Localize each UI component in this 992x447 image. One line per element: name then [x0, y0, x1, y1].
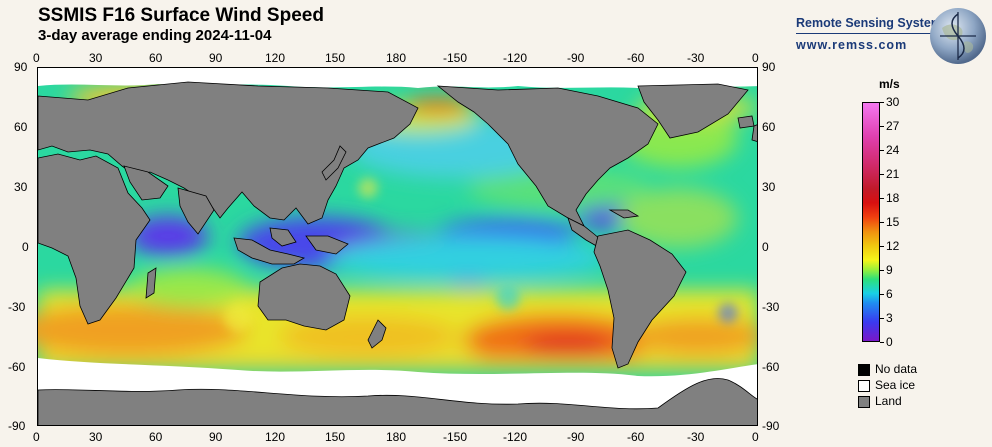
brand-name: Remote Sensing Systems: [796, 16, 949, 30]
right-lat-label: 90: [762, 60, 776, 74]
top-lon-label: -30: [687, 51, 705, 65]
top-lon-label: 30: [89, 51, 103, 65]
colorbar-tick-label: 12: [886, 239, 900, 253]
legend-no-data-label: No data: [875, 362, 918, 376]
globe-logo-icon: [930, 8, 986, 64]
colorbar-tick-mark: [880, 318, 884, 319]
colorbar-tick-label: 15: [886, 215, 900, 229]
colorbar-tick-mark: [880, 102, 884, 103]
right-lat-label: -60: [762, 360, 780, 374]
bottom-lon-label: -150: [443, 430, 468, 444]
bottom-lon-label: -120: [503, 430, 528, 444]
bottom-lon-label: 0: [33, 430, 40, 444]
colorbar-tick-label: 30: [886, 95, 900, 109]
colorbar-tick-label: 21: [886, 167, 900, 181]
left-lat-label: -90: [8, 419, 26, 433]
top-lon-label: -90: [567, 51, 585, 65]
bottom-lon-label: 30: [89, 430, 103, 444]
top-lon-label: 0: [752, 51, 759, 65]
colorbar-tick-mark: [880, 126, 884, 127]
colorbar-tick-label: 6: [886, 287, 893, 301]
colorbar-tick-mark: [880, 222, 884, 223]
colorbar-tick-mark: [880, 270, 884, 271]
wind-speed-map-canvas: [38, 68, 757, 425]
bottom-lon-label: 180: [386, 430, 407, 444]
legend-no-data-swatch: [858, 364, 870, 376]
colorbar-tick-label: 0: [886, 335, 893, 349]
legend-sea-ice-label: Sea ice: [875, 378, 916, 392]
left-lat-label: -30: [8, 300, 26, 314]
bottom-lon-label: 120: [265, 430, 286, 444]
map-subtitle: 3-day average ending 2024-11-04: [38, 27, 272, 44]
bottom-lon-label: 90: [209, 430, 223, 444]
colorbar-unit: m/s: [879, 77, 900, 91]
left-lat-label: 90: [14, 60, 28, 74]
bottom-lon-label: 150: [325, 430, 346, 444]
top-lon-label: 90: [209, 51, 223, 65]
top-lon-label: 120: [265, 51, 286, 65]
colorbar-tick-mark: [880, 150, 884, 151]
legend-sea-ice-swatch: [858, 380, 870, 392]
top-lon-label: 60: [149, 51, 163, 65]
map-title: SSMIS F16 Surface Wind Speed: [38, 5, 324, 26]
colorbar-tick-mark: [880, 294, 884, 295]
top-lon-label: 150: [325, 51, 346, 65]
left-lat-label: 60: [14, 120, 28, 134]
colorbar-tick-label: 27: [886, 119, 900, 133]
colorbar: [862, 102, 880, 342]
colorbar-tick-label: 9: [886, 263, 893, 277]
top-lon-label: -150: [443, 51, 468, 65]
colorbar-tick-mark: [880, 174, 884, 175]
brand-underline: [796, 33, 946, 34]
colorbar-tick-mark: [880, 342, 884, 343]
right-lat-label: -30: [762, 300, 780, 314]
colorbar-tick-mark: [880, 198, 884, 199]
bottom-lon-label: -90: [567, 430, 585, 444]
bottom-lon-label: -30: [687, 430, 705, 444]
brand-url: www.remss.com: [796, 38, 908, 52]
bottom-lon-label: 60: [149, 430, 163, 444]
colorbar-tick-label: 24: [886, 143, 900, 157]
top-lon-label: 180: [386, 51, 407, 65]
top-lon-label: -60: [627, 51, 645, 65]
bottom-lon-label: 0: [752, 430, 759, 444]
left-lat-label: -60: [8, 360, 26, 374]
left-lat-label: 30: [14, 180, 28, 194]
right-lat-label: 60: [762, 120, 776, 134]
legend-land-swatch: [858, 396, 870, 408]
colorbar-tick-label: 18: [886, 191, 900, 205]
right-lat-label: 0: [762, 240, 769, 254]
wind-speed-map: [37, 67, 758, 426]
legend-land-label: Land: [875, 394, 902, 408]
right-lat-label: -90: [762, 419, 780, 433]
bottom-lon-label: -60: [627, 430, 645, 444]
left-lat-label: 0: [22, 240, 29, 254]
top-lon-label: 0: [33, 51, 40, 65]
right-lat-label: 30: [762, 180, 776, 194]
colorbar-tick-label: 3: [886, 311, 893, 325]
top-lon-label: -120: [503, 51, 528, 65]
colorbar-tick-mark: [880, 246, 884, 247]
